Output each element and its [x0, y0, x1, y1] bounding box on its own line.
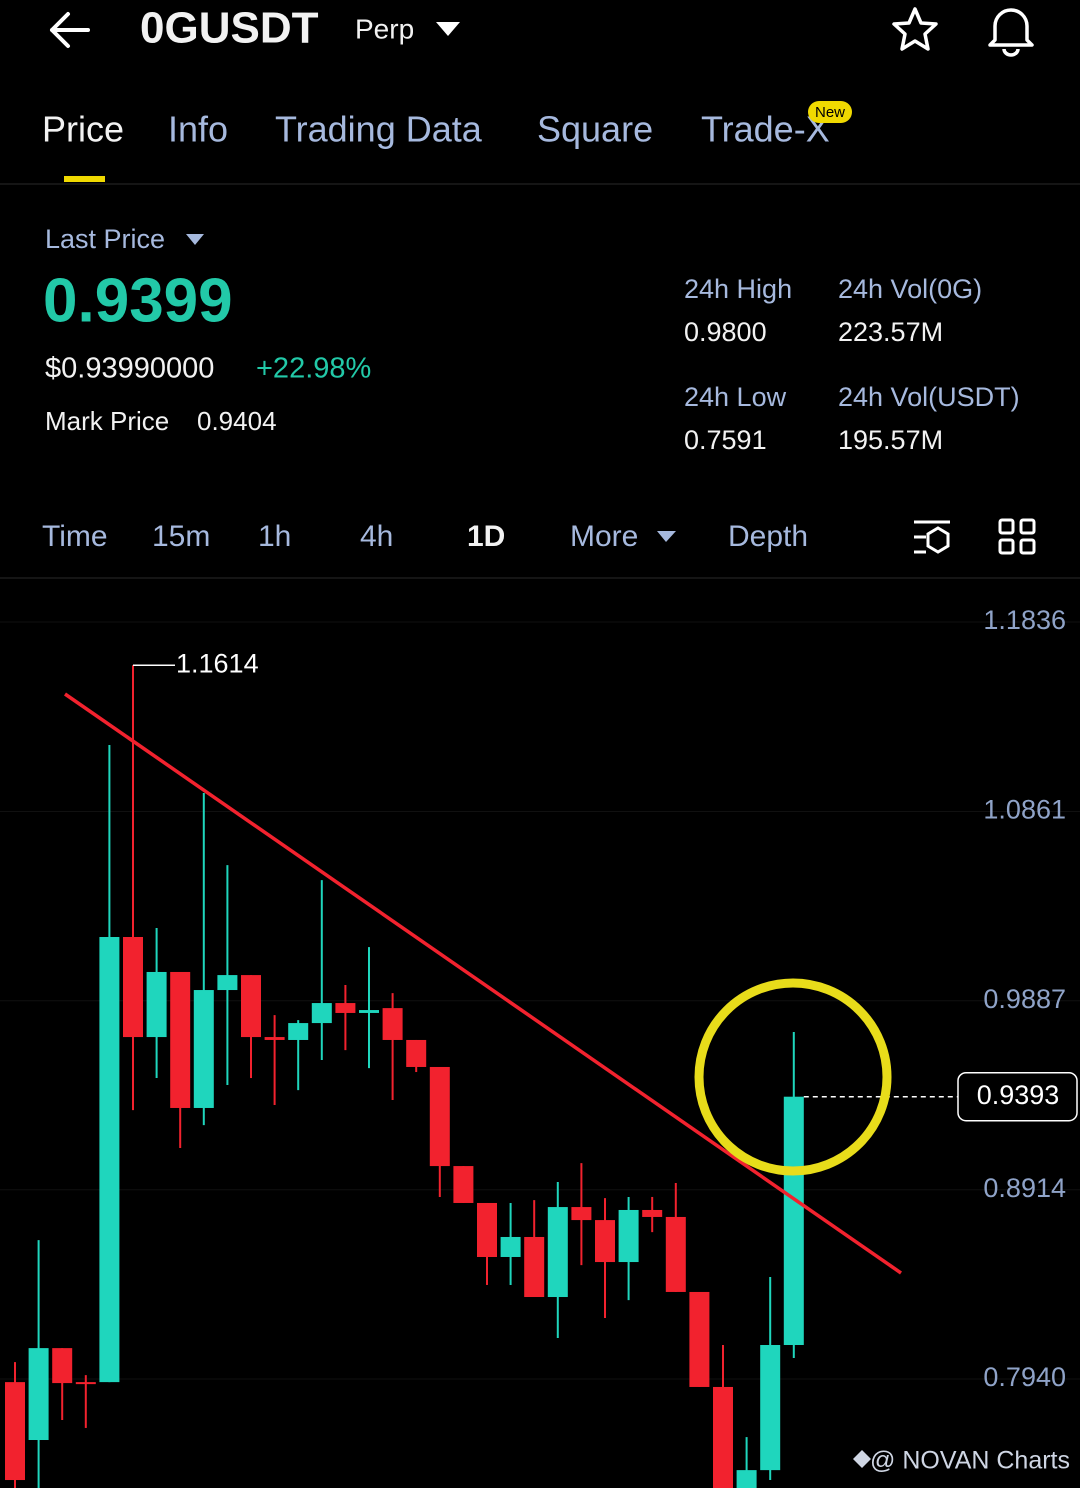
tab[interactable]: Square	[537, 109, 653, 150]
candle-body	[382, 1008, 403, 1040]
y-tick-label: 1.1836	[983, 605, 1066, 635]
candle-body	[52, 1348, 73, 1384]
price-change: +22.98%	[256, 353, 371, 385]
candle-body	[618, 1209, 639, 1263]
contract-type[interactable]: Perp	[355, 13, 414, 44]
interval[interactable]: Depth	[728, 520, 808, 553]
interval[interactable]: 15m	[152, 520, 210, 553]
y-tick-label: 0.8914	[983, 1173, 1066, 1203]
stat-label: 24h Low	[684, 382, 787, 412]
back-button[interactable]	[50, 12, 90, 48]
candle-body	[783, 1096, 804, 1346]
candle-body	[571, 1207, 592, 1221]
indicator-icon[interactable]	[914, 520, 950, 554]
stat-value: 0.7591	[684, 425, 767, 455]
stat-label: 24h High	[684, 274, 792, 304]
candle-body	[665, 1216, 686, 1292]
divider	[0, 183, 1080, 185]
last-price: 0.9399	[43, 266, 233, 335]
y-tick-label: 0.9887	[983, 984, 1066, 1014]
more-dropdown[interactable]	[657, 531, 676, 542]
candle-body	[5, 1382, 25, 1481]
candle-body	[28, 1348, 49, 1441]
watermark: @ NOVAN Charts	[870, 1447, 1070, 1475]
candle-body	[406, 1039, 427, 1067]
candle-body	[311, 1003, 332, 1024]
layout-icon[interactable]	[998, 518, 1036, 555]
divider	[0, 577, 1080, 579]
candle-body	[689, 1291, 710, 1387]
tab[interactable]: Trading Data	[275, 109, 483, 150]
candle-body	[288, 1023, 309, 1040]
candle-body	[736, 1470, 757, 1488]
interval[interactable]: 1D	[467, 520, 505, 553]
watermark-logo	[853, 1450, 871, 1468]
badge-text: New	[815, 104, 845, 121]
candle-body	[359, 1010, 379, 1013]
candle-body	[99, 936, 120, 1383]
interval[interactable]: More	[570, 520, 638, 553]
candle-body	[217, 975, 238, 991]
usd-price: $0.93990000	[45, 353, 214, 385]
candle-body	[75, 1382, 96, 1385]
y-tick-label: 0.7940	[983, 1362, 1066, 1392]
high-label: 1.1614	[176, 648, 259, 678]
symbol[interactable]: 0GUSDT	[140, 4, 319, 53]
candle-body	[123, 936, 143, 1038]
new-badge	[808, 101, 852, 123]
last-price-box	[957, 1071, 1078, 1122]
last-price-label: 0.9393	[977, 1080, 1060, 1110]
alert-icon[interactable]	[988, 8, 1034, 57]
candle-body	[477, 1202, 497, 1257]
candle-body	[547, 1207, 568, 1298]
candle-body	[335, 1003, 356, 1013]
stat-value: 195.57M	[838, 425, 943, 455]
candle-body	[453, 1166, 474, 1203]
candle-body	[524, 1236, 545, 1298]
interval[interactable]: 4h	[360, 520, 393, 553]
mark-label: Mark Price	[45, 406, 169, 436]
trend-line	[64, 692, 902, 1275]
chart: 1.1836 1.0861 0.9887 0.8914 0.7940 1.1614 0.93…	[0, 605, 1080, 1488]
candle-body	[146, 971, 167, 1038]
interval[interactable]: Time	[42, 520, 108, 553]
interval[interactable]: 1h	[258, 520, 291, 553]
candle-body	[429, 1066, 450, 1167]
highlight-circle	[694, 978, 892, 1176]
tab[interactable]: Trade-X	[701, 109, 830, 150]
y-tick-label: 1.0861	[983, 795, 1066, 825]
candle-body	[642, 1209, 663, 1217]
tab-indicator	[64, 176, 105, 182]
candle-body	[500, 1236, 521, 1257]
candle-body	[241, 975, 261, 1038]
candle-body	[760, 1345, 781, 1471]
candle-body	[713, 1386, 733, 1488]
tab[interactable]: Price	[42, 109, 124, 150]
price-type-dropdown[interactable]	[186, 234, 204, 245]
stat-label: 24h Vol(0G)	[838, 274, 982, 304]
mark-price: 0.9404	[197, 406, 277, 436]
favorite-icon[interactable]	[892, 7, 938, 51]
candle-body	[264, 1037, 285, 1040]
candle-body	[595, 1220, 615, 1263]
stat-value: 223.57M	[838, 317, 943, 347]
candle-body	[170, 971, 191, 1108]
stat-value: 0.9800	[684, 317, 767, 347]
symbol-dropdown[interactable]	[436, 22, 460, 36]
stat-label: 24h Vol(USDT)	[838, 382, 1020, 412]
tab[interactable]: Info	[168, 109, 228, 150]
price-type[interactable]: Last Price	[45, 224, 165, 254]
candle-body	[193, 990, 214, 1108]
